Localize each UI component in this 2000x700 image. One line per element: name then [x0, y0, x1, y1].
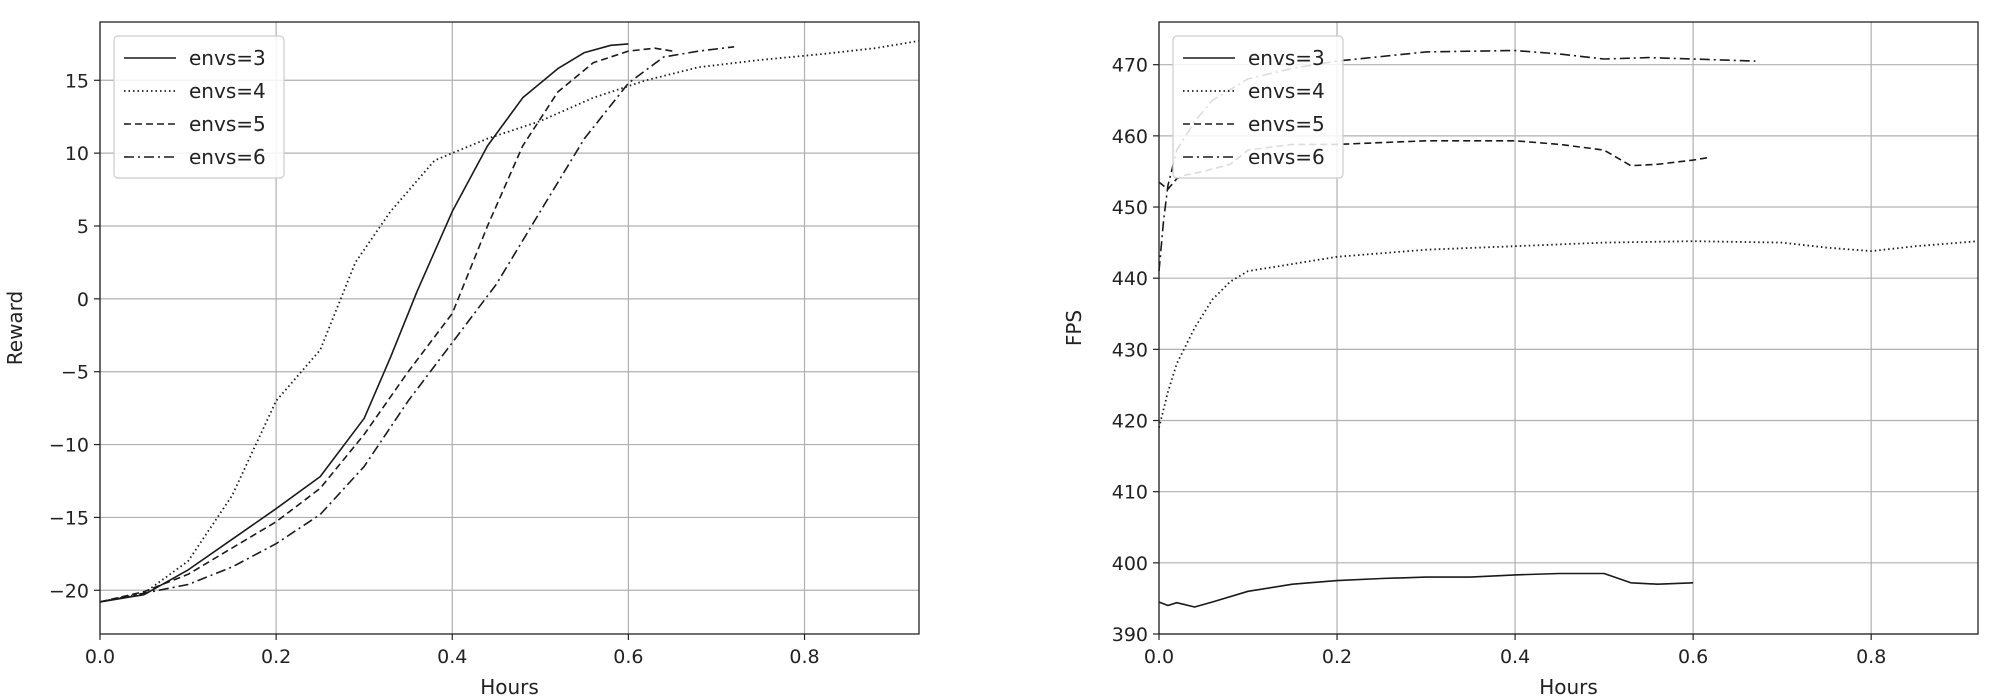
reward-xtick-label: 0.8	[789, 646, 819, 668]
reward-series-line-5	[99, 47, 673, 603]
fps-ytick-label: 390	[1112, 624, 1148, 646]
reward-ytick-label: −10	[49, 435, 89, 457]
reward-plot-frame	[99, 21, 920, 635]
fps-xtick-label: 0.6	[1678, 646, 1708, 668]
reward-legend-label: envs=5	[189, 112, 266, 136]
fps-xaxis-label: Hours	[1539, 675, 1598, 699]
reward-xtick-label: 0.6	[613, 646, 643, 668]
reward-xtick-label: 0.0	[85, 646, 115, 668]
fps-ytick-label: 460	[1112, 126, 1148, 148]
reward-legend-label: envs=3	[189, 46, 266, 70]
fps-xtick-label: 0.4	[1500, 646, 1530, 668]
reward-ytick-label: 0	[77, 289, 89, 311]
fps-xtick-label: 0.8	[1856, 646, 1886, 668]
reward-xtick-label: 0.4	[437, 646, 467, 668]
fps-legend-box	[1172, 35, 1344, 179]
fps-legend-label: envs=3	[1248, 46, 1325, 70]
reward-ytick-label: −20	[49, 580, 89, 602]
fps-ytick-label: 450	[1112, 197, 1148, 219]
fps-ytick-label: 420	[1112, 411, 1148, 433]
fps-legend-label: envs=6	[1248, 145, 1325, 169]
fps-xtick-label: 0.2	[1322, 646, 1352, 668]
reward-legend-label: envs=4	[189, 79, 266, 103]
reward-yaxis-label: Reward	[3, 291, 27, 365]
fps-plot-frame	[1158, 21, 1979, 635]
reward-chart: 0.0 0.2 0.4 0.6 0.8 −20 −15 −10 −5 0 5 10 15 Hours Rew…	[3, 21, 920, 699]
reward-ytick-label: 15	[65, 70, 89, 92]
fps-legend-label: envs=4	[1248, 79, 1325, 103]
fps-ytick-label: 400	[1112, 553, 1148, 575]
reward-ytick-label: 5	[77, 216, 89, 238]
reward-ytick-label: −15	[49, 507, 89, 529]
fps-ytick-label: 470	[1112, 55, 1148, 77]
fps-ytick-label: 440	[1112, 268, 1148, 290]
fps-yaxis-label: FPS	[1062, 310, 1086, 346]
fps-legend-label: envs=5	[1248, 112, 1325, 136]
fps-series-line-4	[1158, 240, 1979, 428]
fps-ytick-label: 430	[1112, 339, 1148, 361]
reward-xaxis-label: Hours	[480, 675, 539, 699]
fps-series-line-6	[1158, 49, 1756, 272]
reward-ytick-label: 10	[65, 143, 89, 165]
fps-series-line-3	[1158, 572, 1694, 608]
reward-series-line-3	[99, 43, 629, 603]
fps-xtick-label: 0.0	[1144, 646, 1174, 668]
reward-legend-label: envs=6	[189, 145, 266, 169]
reward-ytick-label: −5	[61, 362, 89, 384]
fps-ytick-label: 410	[1112, 482, 1148, 504]
fps-chart: 0.0 0.2 0.4 0.6 0.8 390 400 410 420 430 440 450 460 4…	[1062, 21, 1979, 699]
reward-legend-box	[113, 35, 285, 179]
reward-xtick-label: 0.2	[261, 646, 291, 668]
reward-series-line-6	[99, 46, 735, 603]
